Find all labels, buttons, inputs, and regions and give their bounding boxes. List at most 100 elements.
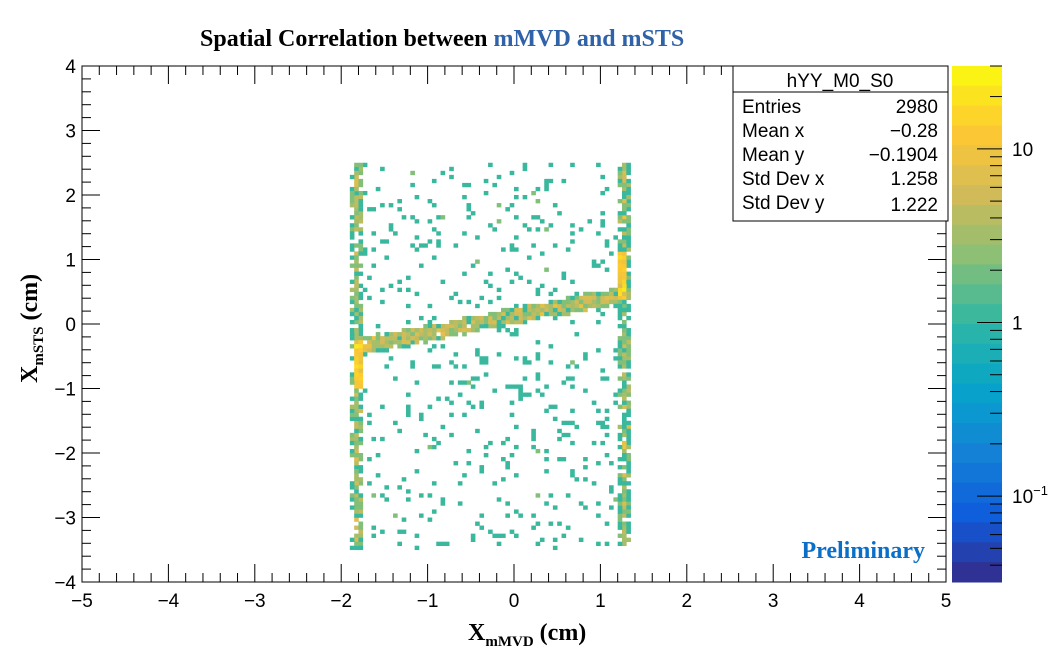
bin <box>358 453 364 458</box>
bin <box>622 295 627 301</box>
bin <box>440 424 446 430</box>
bin <box>622 412 627 418</box>
bin <box>617 501 623 506</box>
bin <box>518 307 523 313</box>
bin <box>591 303 597 309</box>
bin <box>414 235 420 240</box>
bin <box>578 303 584 309</box>
bin <box>622 283 627 289</box>
bin <box>604 521 610 526</box>
bin <box>397 485 402 490</box>
bin <box>509 307 515 313</box>
bin <box>354 287 359 293</box>
bin <box>570 473 575 478</box>
bin <box>622 396 627 401</box>
stats-label: Mean x <box>742 121 805 142</box>
bin <box>548 291 554 297</box>
bin <box>626 348 631 353</box>
bin <box>604 295 610 301</box>
bin <box>548 178 554 184</box>
bin <box>367 295 372 301</box>
bin <box>354 340 359 345</box>
bin <box>600 303 606 309</box>
bin <box>397 541 402 547</box>
bin <box>436 324 441 329</box>
bin <box>544 307 549 313</box>
bin <box>626 328 631 333</box>
bin <box>626 356 631 361</box>
bin <box>604 243 610 248</box>
bin <box>509 319 515 325</box>
bin <box>349 408 355 413</box>
bin <box>414 380 420 385</box>
bin <box>462 315 467 321</box>
bin <box>362 247 368 252</box>
bin <box>362 388 368 393</box>
bin <box>626 461 631 466</box>
bin <box>488 315 493 321</box>
bin <box>626 352 631 357</box>
bin <box>514 384 519 389</box>
bin <box>622 477 627 482</box>
bin <box>358 283 364 289</box>
bin <box>509 412 515 418</box>
bin <box>626 420 631 426</box>
bin <box>349 203 355 208</box>
bin <box>596 319 601 325</box>
bin <box>449 324 454 329</box>
bin <box>622 186 627 192</box>
bin <box>591 440 597 446</box>
bin <box>622 190 627 196</box>
bin <box>354 182 359 188</box>
bin <box>531 513 536 518</box>
bin <box>449 412 454 418</box>
bin <box>354 360 359 365</box>
bin <box>622 481 627 486</box>
bin <box>600 174 606 180</box>
bin <box>626 444 631 450</box>
bin <box>626 469 631 474</box>
bin <box>354 485 359 490</box>
bin <box>561 420 567 426</box>
bin <box>600 420 606 426</box>
bin <box>358 195 364 200</box>
bin <box>354 380 359 385</box>
bin <box>565 247 571 252</box>
bin <box>514 315 519 321</box>
bin <box>514 328 519 333</box>
bin <box>622 420 627 426</box>
bin <box>354 303 359 309</box>
bin <box>622 271 627 276</box>
bin <box>349 227 355 232</box>
bin <box>354 279 359 284</box>
bin <box>509 400 515 405</box>
bin <box>617 493 623 498</box>
bin <box>354 448 359 454</box>
bin <box>354 307 359 313</box>
bin <box>531 436 536 442</box>
bin <box>531 303 536 309</box>
bin <box>565 307 571 313</box>
bin <box>496 497 502 502</box>
bin <box>596 303 601 309</box>
bin <box>367 275 372 280</box>
bin <box>414 247 420 252</box>
bin <box>617 227 623 232</box>
palette-band <box>952 204 1002 226</box>
bin <box>393 376 398 381</box>
bin <box>548 344 554 349</box>
bin <box>514 444 519 450</box>
bin <box>362 190 368 196</box>
bin <box>349 243 355 248</box>
bin <box>488 440 493 446</box>
stats-label: Entries <box>742 97 801 118</box>
palette-band <box>952 66 1002 87</box>
bin <box>626 525 631 530</box>
bin <box>457 319 463 325</box>
bin <box>354 170 359 176</box>
bin <box>626 219 631 224</box>
bin <box>470 328 476 333</box>
bin <box>406 489 411 494</box>
bin <box>354 328 359 333</box>
bin <box>578 299 584 305</box>
